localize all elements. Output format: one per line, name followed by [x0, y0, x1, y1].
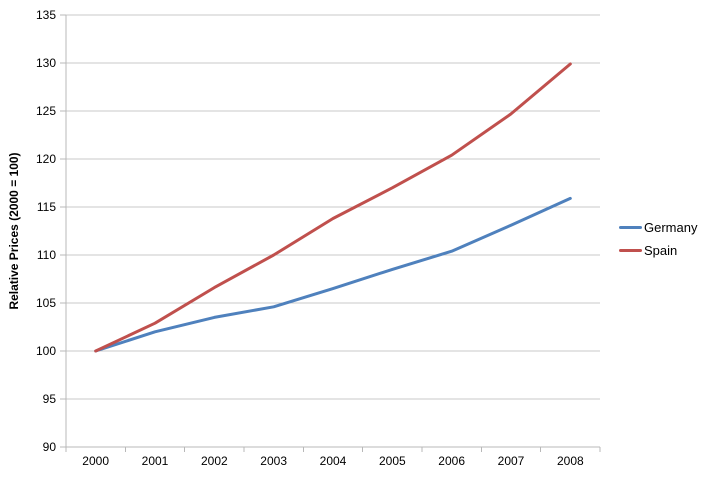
legend-label: Germany	[644, 220, 698, 235]
x-tick-label: 2004	[319, 454, 347, 468]
legend-item-spain: Spain	[619, 243, 697, 258]
y-tick-label: 105	[35, 296, 56, 310]
y-tick-label: 100	[35, 344, 56, 358]
y-axis-title: Relative Prices (2000 = 100)	[7, 152, 21, 310]
y-tick-label: 95	[42, 392, 56, 406]
y-tick-label: 120	[35, 152, 56, 166]
y-tick-label: 130	[35, 56, 56, 70]
y-tick-label: 125	[35, 104, 56, 118]
legend-item-germany: Germany	[619, 220, 697, 235]
y-tick-label: 110	[36, 248, 56, 262]
y-tick-label: 115	[36, 200, 56, 214]
legend-line-swatch	[619, 249, 642, 252]
x-tick-label: 2001	[141, 454, 169, 468]
x-tick-label: 2005	[378, 454, 406, 468]
x-tick-label: 2000	[82, 454, 109, 468]
x-tick-label: 2006	[438, 454, 465, 468]
x-tick-label: 2003	[260, 454, 287, 468]
x-tick-label: 2002	[200, 454, 228, 468]
series-line-spain	[94, 62, 572, 353]
legend-label: Spain	[644, 243, 678, 258]
y-tick-label: 135	[35, 8, 56, 22]
legend-line-swatch	[619, 226, 642, 229]
series-line-germany	[94, 196, 572, 353]
y-tick-label: 90	[42, 440, 56, 454]
x-tick-label: 2007	[497, 454, 525, 468]
x-tick-label: 2008	[556, 454, 584, 468]
legend: Germany Spain	[619, 220, 697, 266]
